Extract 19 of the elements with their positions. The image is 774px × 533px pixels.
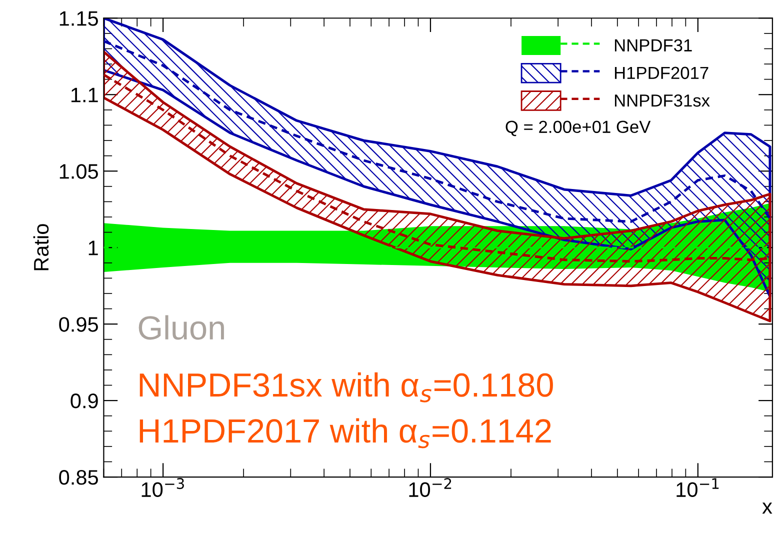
annotation: H1PDF2017 with α$_{s}$=0.1142 — [140, 418, 551, 448]
y-tick-label: 0.95 — [59, 317, 98, 332]
annotation: NNPDF31sx with α$_{s}$=0.1180 — [140, 372, 553, 402]
y-tick-label: 1 — [88, 240, 98, 256]
y-tick-label: 0.85 — [59, 470, 98, 485]
legend-label: NNPDF31 — [614, 39, 692, 52]
y-axis-title: Ratio — [33, 224, 49, 270]
y-tick-label: 1.1 — [71, 88, 98, 102]
legend-label: NNPDF31sx — [614, 94, 710, 107]
x-tick-label: 10$^{−3}$ — [142, 478, 184, 498]
annotation: Q = 2.00e+01 GeV — [506, 120, 651, 136]
x-axis-title: x — [762, 502, 772, 514]
x-tick-label: 10$^{−1}$ — [676, 478, 719, 498]
y-tick-label: 0.9 — [70, 394, 98, 408]
legend-label: H1PDF2017 — [614, 66, 708, 80]
y-tick-label: 1.05 — [60, 164, 98, 179]
y-tick-label: 1.15 — [60, 11, 98, 26]
x-tick-label: 10$^{−2}$ — [409, 478, 452, 498]
annotation: Gluon — [138, 315, 224, 340]
